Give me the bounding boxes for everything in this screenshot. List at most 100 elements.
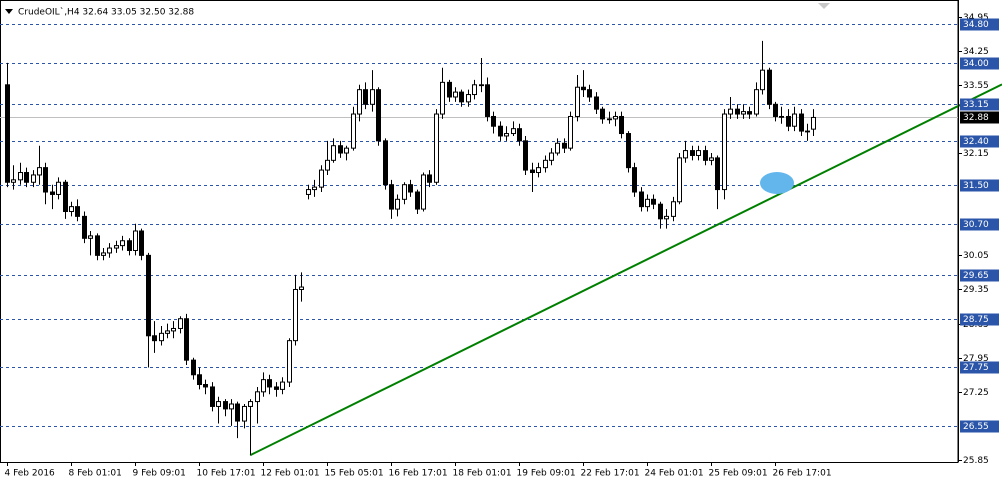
candle-body (306, 189, 311, 195)
level-label-box (960, 269, 999, 282)
candle-body (107, 247, 112, 254)
candle-body (703, 150, 708, 161)
candle-body (447, 81, 452, 98)
level-label-box (960, 179, 999, 192)
candle-body (101, 252, 106, 256)
chart-title: CrudeOIL`,H4 32.64 33.05 32.50 32.88 (18, 7, 194, 18)
candle-body (312, 186, 317, 191)
y-tick-label: 33.55 (963, 81, 989, 91)
candle-body (37, 167, 42, 176)
candle-body (811, 116, 816, 130)
candle-body (421, 174, 426, 210)
candle-body (587, 89, 592, 98)
level-label: 26.55 (963, 422, 989, 432)
candle-body (786, 115, 791, 127)
candle-body (191, 359, 196, 376)
candle-body (274, 386, 279, 390)
candle-body (114, 245, 119, 249)
candle-body (152, 335, 157, 342)
symbol-menu-arrow[interactable] (5, 9, 13, 14)
x-tick-label: 10 Feb 17:01 (197, 469, 256, 479)
candle-body (395, 198, 400, 210)
candle-body (767, 69, 772, 105)
x-tick-label: 19 Feb 09:01 (517, 469, 576, 479)
candle-body (466, 94, 471, 103)
candle-body (344, 147, 349, 154)
candle-body (248, 401, 253, 407)
x-tick-label: 12 Feb 01:01 (261, 469, 320, 479)
level-label: 34.00 (963, 59, 989, 69)
candle-body (555, 142, 560, 154)
candle-body (664, 215, 669, 220)
x-tick-label: 16 Feb 17:01 (389, 469, 448, 479)
candle-body (255, 391, 260, 403)
x-tick-label: 25 Feb 09:01 (709, 469, 768, 479)
candle-body (11, 179, 16, 183)
y-tick-label: 29.35 (963, 285, 989, 295)
candle-body (235, 403, 240, 422)
candle-body (50, 191, 55, 195)
y-tick-label: 27.25 (963, 388, 989, 398)
candle-body (82, 215, 87, 239)
level-label: 33.15 (963, 100, 989, 110)
candle-body (773, 103, 778, 117)
level-label: 30.70 (963, 220, 989, 230)
candle-body (216, 401, 221, 407)
candle-body (415, 191, 420, 210)
candle-body (549, 152, 554, 161)
candle-body (184, 318, 189, 361)
y-tick-label: 32.15 (963, 149, 989, 159)
candle-body (747, 111, 752, 115)
candle-body (242, 405, 247, 422)
level-label-box (960, 18, 999, 31)
candle-body (203, 384, 208, 388)
candle-body (139, 230, 144, 256)
level-label-box (960, 420, 999, 433)
level-label: 29.65 (963, 271, 989, 281)
one-click-toggle[interactable] (818, 3, 830, 9)
candle-body (351, 113, 356, 149)
candle-body (511, 128, 516, 135)
x-tick-label: 4 Feb 2016 (5, 469, 56, 479)
candle-body (43, 167, 48, 193)
candle-body (287, 340, 292, 383)
candle-body (754, 89, 759, 115)
level-label: 31.50 (963, 181, 989, 191)
candle-body (498, 125, 503, 137)
y-tick-label: 30.05 (963, 251, 989, 261)
trend-line (249, 83, 1002, 457)
x-tick-label: 15 Feb 05:01 (325, 469, 384, 479)
candle-body (69, 206, 74, 213)
candle-body (408, 184, 413, 193)
candle-body (735, 108, 740, 115)
candle-body (594, 96, 599, 110)
level-label-box (960, 361, 999, 374)
y-tick-label: 27.95 (963, 354, 989, 364)
candle-body (280, 381, 285, 390)
candle-body (363, 89, 368, 105)
candle-body (568, 115, 573, 149)
candle-body (453, 91, 458, 98)
level-label: 27.75 (963, 363, 989, 373)
candle-body (178, 318, 183, 329)
candle-body (709, 157, 714, 161)
candle-body (651, 198, 656, 205)
highlight-ellipse (760, 172, 794, 194)
candle-body (491, 115, 496, 127)
level-label-box (960, 135, 999, 148)
x-tick-label: 22 Feb 17:01 (581, 469, 640, 479)
candle-body (63, 181, 68, 213)
candle-body (319, 169, 324, 188)
level-label-box (960, 98, 999, 111)
candle-body (543, 159, 548, 169)
candle-body (383, 140, 388, 186)
candle-body (479, 84, 484, 87)
candle-body (88, 235, 93, 239)
candle-body (658, 203, 663, 220)
x-tick-label: 8 Feb 01:01 (69, 469, 122, 479)
candle-body (485, 84, 490, 117)
candle-body (600, 108, 605, 120)
level-label: 34.80 (963, 20, 989, 30)
candle-body (299, 286, 304, 290)
